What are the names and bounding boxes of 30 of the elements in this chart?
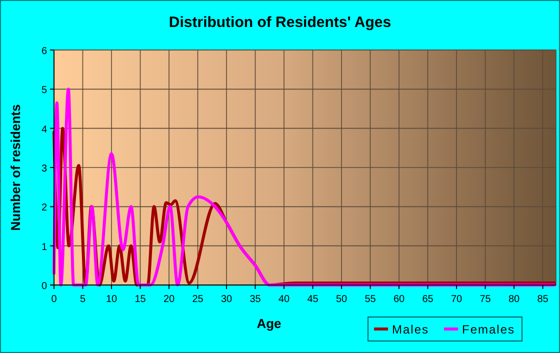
legend-label: Females (462, 322, 516, 336)
x-tick-label: 0 (51, 294, 58, 305)
y-tick-label: 5 (41, 85, 48, 96)
x-tick-label: 75 (480, 294, 492, 305)
x-tick-label: 50 (336, 294, 348, 305)
x-tick-label: 20 (163, 294, 176, 305)
x-axis-title: Age (256, 316, 282, 331)
y-tick-label: 6 (41, 46, 48, 57)
y-axis-title: Number of residents (8, 104, 23, 231)
y-tick-label: 4 (41, 124, 48, 136)
x-tick-label: 70 (450, 294, 463, 305)
y-tick-label: 2 (41, 202, 48, 214)
chart-title: Distribution of Residents' Ages (168, 14, 392, 31)
x-tick-label: 15 (134, 294, 146, 305)
y-tick-label: 1 (41, 242, 48, 253)
x-tick-label: 25 (192, 294, 204, 305)
legend-label: Males (392, 322, 430, 336)
x-tick-label: 55 (364, 294, 376, 305)
x-tick-label: 5 (80, 294, 86, 305)
y-tick-label: 0 (41, 281, 48, 292)
x-tick-label: 45 (307, 294, 319, 305)
x-tick-label: 35 (250, 294, 262, 305)
x-tick-label: 80 (508, 294, 520, 305)
x-tick-label: 60 (393, 294, 406, 305)
y-tick-label: 3 (41, 164, 48, 174)
x-tick-label: 40 (278, 294, 290, 305)
x-tick-label: 30 (220, 294, 233, 305)
x-tick-label: 10 (106, 294, 118, 305)
x-tick-label: 65 (422, 294, 434, 305)
x-tick-label: 85 (537, 294, 549, 305)
